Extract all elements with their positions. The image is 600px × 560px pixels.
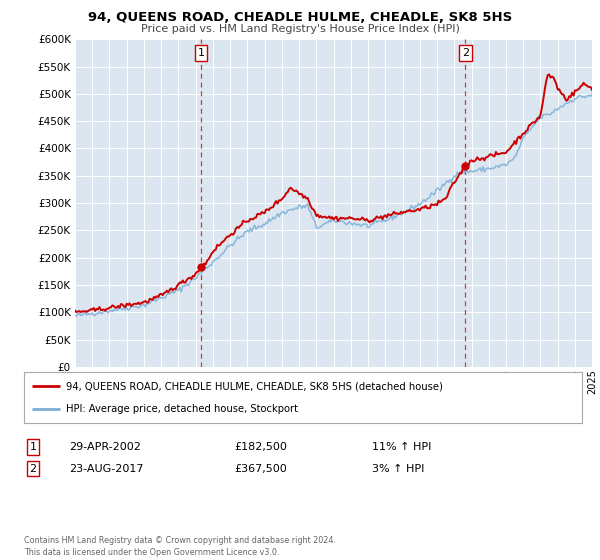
Text: 1: 1: [197, 48, 205, 58]
Text: 2: 2: [29, 464, 37, 474]
Text: 29-APR-2002: 29-APR-2002: [69, 442, 141, 452]
Text: 3% ↑ HPI: 3% ↑ HPI: [372, 464, 424, 474]
Text: Price paid vs. HM Land Registry's House Price Index (HPI): Price paid vs. HM Land Registry's House …: [140, 24, 460, 34]
Text: £367,500: £367,500: [234, 464, 287, 474]
Text: £182,500: £182,500: [234, 442, 287, 452]
Text: HPI: Average price, detached house, Stockport: HPI: Average price, detached house, Stoc…: [66, 404, 298, 414]
Text: 11% ↑ HPI: 11% ↑ HPI: [372, 442, 431, 452]
Text: 23-AUG-2017: 23-AUG-2017: [69, 464, 143, 474]
Text: 94, QUEENS ROAD, CHEADLE HULME, CHEADLE, SK8 5HS: 94, QUEENS ROAD, CHEADLE HULME, CHEADLE,…: [88, 11, 512, 24]
Text: 94, QUEENS ROAD, CHEADLE HULME, CHEADLE, SK8 5HS (detached house): 94, QUEENS ROAD, CHEADLE HULME, CHEADLE,…: [66, 381, 443, 391]
Text: Contains HM Land Registry data © Crown copyright and database right 2024.
This d: Contains HM Land Registry data © Crown c…: [24, 536, 336, 557]
Text: 1: 1: [29, 442, 37, 452]
Text: 2: 2: [462, 48, 469, 58]
